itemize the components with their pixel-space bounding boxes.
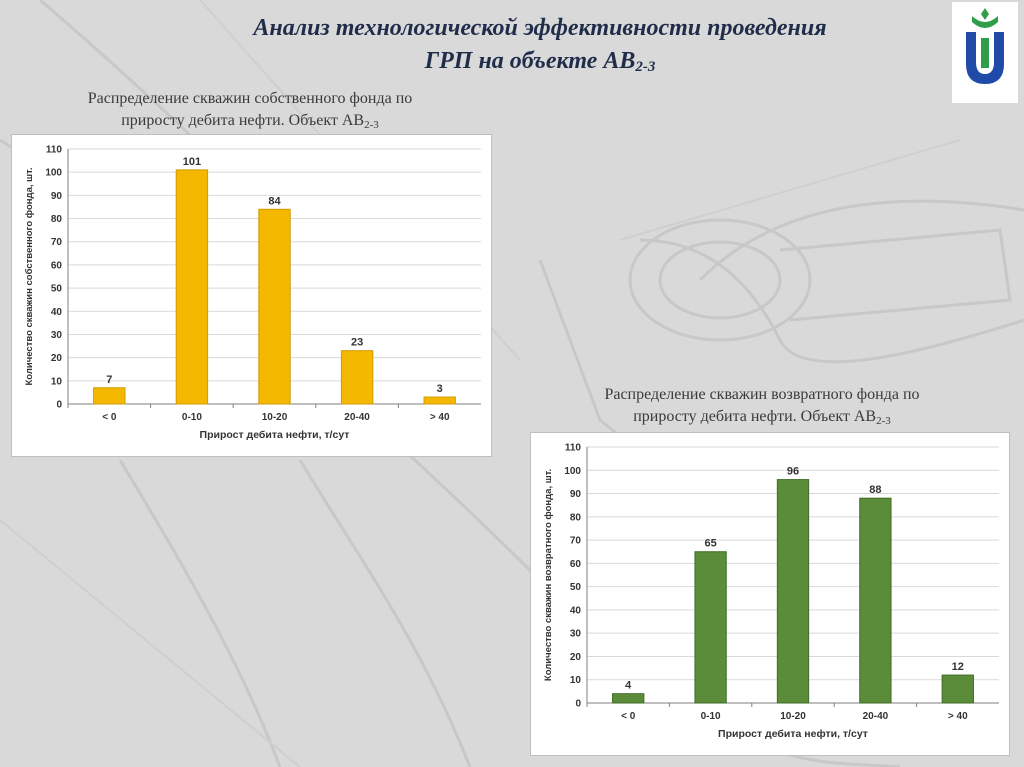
chart2-data-label: 4 xyxy=(625,680,632,692)
university-logo-icon xyxy=(966,8,1004,84)
chart1-x-tick-label: > 40 xyxy=(430,412,450,423)
chart2-y-tick-label: 0 xyxy=(575,699,581,710)
chart2-caption: Распределение скважин возвратного фонда … xyxy=(540,384,984,432)
chart1-y-tick-label: 40 xyxy=(51,307,63,318)
chart1-x-tick-label: 20-40 xyxy=(344,412,370,423)
chart2-y-tick-label: 40 xyxy=(570,605,582,616)
chart1-data-label: 7 xyxy=(106,374,112,386)
chart2-bar xyxy=(859,497,892,704)
title-line-2-sub: 2-3 xyxy=(635,59,656,75)
chart1-y-tick-label: 0 xyxy=(56,400,62,411)
chart2-y-tick-label: 30 xyxy=(570,629,582,640)
chart1-bar xyxy=(258,208,291,405)
chart1-caption-line-2: приросту дебита нефти. Объект АВ2-3 xyxy=(20,110,480,136)
chart2-y-tick-label: 60 xyxy=(570,559,582,570)
chart2-x-tick-label: < 0 xyxy=(621,711,636,722)
chart1-y-tick-label: 90 xyxy=(51,191,63,202)
chart2-x-tick-label: > 40 xyxy=(948,711,968,722)
chart1-data-label: 23 xyxy=(351,337,363,349)
chart1-bar xyxy=(423,396,456,405)
chart1-x-tick-label: 0-10 xyxy=(182,412,202,423)
chart2-bar xyxy=(694,551,727,704)
chart2-y-tick-label: 110 xyxy=(565,443,582,454)
title-line-2: ГРП на объекте АВ2-3 xyxy=(130,45,950,84)
chart1-panel: 0 10 20 30 40 50 60 70 80 90 100 110 7 < 0 101 0-10 84 10… xyxy=(11,134,492,457)
chart1-caption-line-2-main: приросту дебита нефти. Объект АВ xyxy=(121,112,365,129)
chart1-x-axis-title: Прирост дебита нефти, т/сут xyxy=(200,429,350,441)
chart1-data-label: 84 xyxy=(268,195,281,207)
chart1-data-label: 101 xyxy=(183,156,201,168)
chart1-caption-line-1: Распределение скважин собственного фонда… xyxy=(87,90,413,107)
chart1-y-tick-label: 100 xyxy=(45,168,62,179)
chart1-y-tick-label: 110 xyxy=(46,145,63,156)
chart2-y-tick-label: 90 xyxy=(570,489,582,500)
chart2-y-tick-label: 80 xyxy=(570,512,582,523)
chart2-y-tick-label: 70 xyxy=(570,536,582,547)
chart2-caption-line-2: приросту дебита нефти. Объект АВ2-3 xyxy=(540,406,984,432)
chart1-y-axis-title: Количество скважин собственного фонда, ш… xyxy=(24,167,35,385)
chart2-data-label: 65 xyxy=(704,538,716,550)
chart1-y-tick-label: 30 xyxy=(51,330,63,341)
chart2-x-tick-label: 10-20 xyxy=(780,711,806,722)
chart1-y-tick-label: 20 xyxy=(51,353,63,364)
chart1-bar xyxy=(340,350,374,405)
chart1-bar xyxy=(93,387,126,405)
chart2-caption-line-2-main: приросту дебита нефти. Объект АВ xyxy=(633,408,877,425)
chart2-y-tick-label: 20 xyxy=(570,652,582,663)
university-logo xyxy=(952,2,1018,103)
chart2-data-label: 88 xyxy=(869,484,881,496)
chart1-bar xyxy=(175,169,209,405)
chart1-y-tick-label: 70 xyxy=(51,237,63,248)
chart1-caption-line-2-sub: 2-3 xyxy=(364,119,379,131)
chart2-bar xyxy=(776,479,810,704)
title-line-1: Анализ технологической эффективности про… xyxy=(253,15,827,41)
chart2-x-tick-label: 0-10 xyxy=(701,711,721,722)
chart2-y-tick-label: 50 xyxy=(570,582,582,593)
chart1-y-tick-label: 50 xyxy=(51,284,63,295)
chart2-svg: 0 10 20 30 40 50 60 70 80 90 100 110 4 < 0 65 0-10 96 10-… xyxy=(543,443,999,740)
title-line-2-main: ГРП на объекте АВ xyxy=(424,48,636,74)
chart2-bar xyxy=(941,674,974,704)
chart1-y-tick-label: 10 xyxy=(51,376,63,387)
chart2-y-tick-label: 100 xyxy=(564,466,581,477)
chart1-caption: Распределение скважин собственного фонда… xyxy=(20,88,480,136)
chart2-bar xyxy=(612,693,645,704)
chart2-caption-line-1: Распределение скважин возвратного фонда … xyxy=(604,386,920,403)
chart2-x-axis-title: Прирост дебита нефти, т/сут xyxy=(718,728,868,740)
chart2-data-label: 96 xyxy=(787,466,799,478)
chart2-y-tick-label: 10 xyxy=(570,675,582,686)
chart1-x-tick-label: 10-20 xyxy=(262,412,288,423)
chart1-data-label: 3 xyxy=(437,383,443,395)
chart1-y-tick-label: 60 xyxy=(51,260,63,271)
chart2-y-axis-title: Количество скважин возвратного фонда, шт… xyxy=(543,469,554,681)
chart2-x-tick-label: 20-40 xyxy=(863,711,889,722)
chart1-y-tick-label: 80 xyxy=(51,214,63,225)
chart2-caption-line-2-sub: 2-3 xyxy=(876,415,891,427)
chart1-x-tick-label: < 0 xyxy=(102,412,117,423)
slide-title: Анализ технологической эффективности про… xyxy=(130,12,950,84)
chart2-panel: 0 10 20 30 40 50 60 70 80 90 100 110 4 < 0 65 0-10 96 10-… xyxy=(530,432,1010,756)
chart2-data-label: 12 xyxy=(952,661,964,673)
chart1-svg: 0 10 20 30 40 50 60 70 80 90 100 110 7 < 0 101 0-10 84 10… xyxy=(24,145,481,441)
